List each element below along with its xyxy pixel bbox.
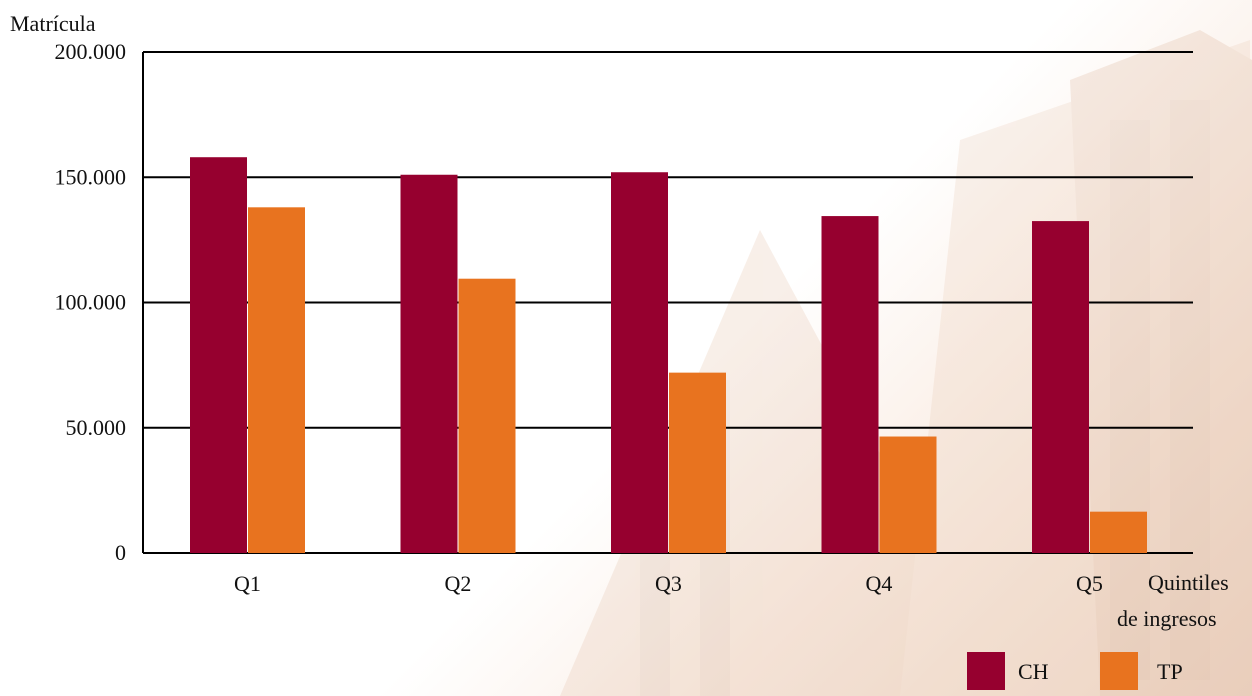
bar-tp-q2 [458, 278, 516, 553]
bar-tp-q1 [248, 207, 305, 553]
legend-swatch-tp [1100, 652, 1138, 690]
bar-tp-q5 [1090, 511, 1147, 553]
x-tick-label-q3: Q3 [655, 571, 682, 596]
x-tick-label-q5: Q5 [1076, 571, 1103, 596]
bar-tp-q4 [879, 436, 937, 553]
x-tick-label-q2: Q2 [445, 571, 472, 596]
y-tick-label: 50.000 [66, 415, 127, 440]
y-tick-label: 0 [115, 540, 126, 565]
x-axis-title-line-2: de ingresos [1117, 606, 1217, 631]
legend: CH TP [967, 652, 1183, 690]
x-tick-labels: Q1 Q2 Q3 Q4 Q5 [234, 571, 1103, 596]
y-tick-label: 100.000 [55, 290, 127, 315]
bar-ch-q3 [611, 172, 668, 554]
bar-ch-q1 [190, 157, 247, 553]
bar-ch-q4 [821, 216, 879, 553]
y-tick-labels: 0 50.000 100.000 150.000 200.000 [55, 39, 127, 565]
legend-swatch-ch [967, 652, 1005, 690]
y-axis-title: Matrícula [10, 11, 96, 36]
x-tick-label-q1: Q1 [234, 571, 261, 596]
legend-label-ch: CH [1018, 659, 1049, 684]
bars [190, 157, 1147, 554]
legend-label-tp: TP [1157, 659, 1183, 684]
y-tick-label: 200.000 [55, 39, 127, 64]
x-axis-title-line-1: Quintiles [1148, 570, 1229, 595]
x-tick-label-q4: Q4 [866, 571, 893, 596]
bar-ch-q5 [1032, 221, 1089, 553]
bar-ch-q2 [400, 174, 458, 553]
y-tick-label: 150.000 [55, 164, 127, 189]
bar-tp-q3 [669, 372, 726, 553]
